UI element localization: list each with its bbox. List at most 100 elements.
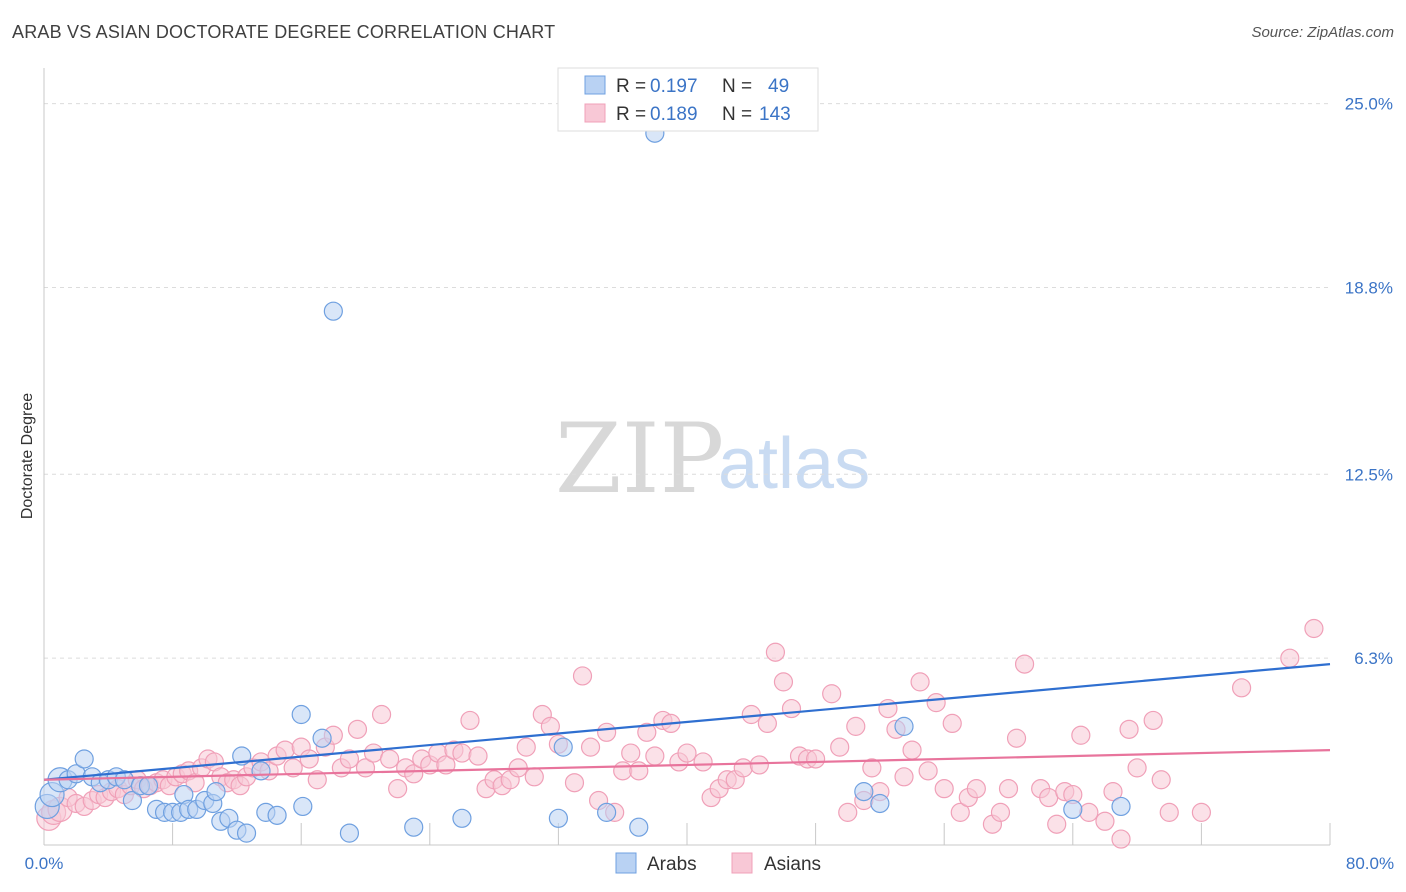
asians-point-85 [693,752,713,772]
asians-point-76 [613,761,633,781]
watermark-zip: ZIP [555,403,724,515]
asians-point-136 [1143,710,1163,731]
x-tick-label-max: 80.0% [1346,854,1394,873]
legend-asians-label: Asians [764,854,821,875]
asians-point-122 [1006,728,1027,748]
asians-point-118 [966,779,986,799]
arabs-point-5 [74,749,94,769]
x-tick-marks [172,823,1331,845]
asians-point-115 [942,713,962,734]
asians-point-120 [990,802,1011,822]
arabs-point-28 [236,823,257,843]
arabs-point-42 [629,817,649,837]
asians-point-114 [934,779,954,799]
arabs-point-37 [404,817,424,837]
arabs-trend-line [43,662,1331,781]
asians-point-133 [1111,829,1131,849]
asians-r-value: 0.189 [650,104,698,125]
arabs-point-48 [1111,796,1131,817]
asians-point-84 [677,743,697,763]
asians-point-44 [347,719,368,739]
grid-lines [44,103,1330,659]
asians-point-58 [460,710,480,731]
asians-point-74 [597,722,617,742]
watermark-atlas: atlas [718,424,870,504]
asians-point-90 [733,758,753,778]
asians-point-79 [637,722,657,742]
trend-lines [43,662,1331,781]
arabs-point-41 [597,802,617,822]
asians-point-78 [629,761,649,781]
asians-point-49 [388,779,408,799]
asians-point-46 [363,743,384,763]
asians-point-135 [1127,758,1147,778]
arabs-point-36 [339,823,360,843]
asians-point-96 [781,698,802,719]
asians-point-126 [1047,814,1067,834]
y-tick-labels: 6.3% 12.5% 18.8% 25.0% [1345,95,1393,669]
arabs-n-value: 49 [768,76,789,97]
asians-point-95 [773,672,794,692]
arabs-point-44 [870,793,890,814]
arabs-point-31 [267,805,287,825]
asians-point-139 [1191,802,1212,822]
asians-point-72 [580,737,601,757]
arabs-point-40 [553,737,573,757]
x-tick-label-min: 0.0% [25,854,64,873]
asians-point-71 [572,666,593,686]
asians-point-113 [926,693,946,713]
asians-point-142 [1304,618,1324,639]
arabs-point-23 [206,782,226,802]
asians-point-105 [862,758,882,778]
legend-arabs-swatch [615,852,637,874]
asians-point-43 [339,749,360,769]
arabs-point-46 [1063,799,1083,820]
asians-trend-line [43,748,1331,781]
source-credit: Source: ZipAtlas.com [1251,24,1394,41]
arabs-point-35 [323,301,343,321]
arabs-point-45 [894,716,914,736]
asians-point-116 [950,802,970,822]
asians-point-57 [452,743,472,763]
asians-point-110 [902,740,922,760]
asians-point-121 [998,779,1019,799]
y-tick-label-3: 25.0% [1345,95,1393,114]
asians-point-112 [918,761,938,781]
asians-point-77 [621,743,641,763]
arabs-point-34 [312,728,332,748]
arabs-n-label: N = [722,76,752,97]
stats-legend: R = 0.197 N = 49 R = 0.189 N = 143 [557,67,819,132]
arabs-point-43 [854,782,874,802]
asians-point-129 [1071,725,1091,745]
y-tick-label-0: 6.3% [1354,649,1393,668]
asians-point-132 [1103,782,1123,802]
y-tick-label-1: 12.5% [1345,465,1393,484]
arabs-r-value: 0.197 [650,76,698,97]
asians-point-59 [468,746,488,766]
data-points [34,123,1324,849]
asians-point-47 [371,704,392,725]
arabs-point-32 [291,704,311,725]
asians-point-80 [645,746,665,766]
legend-arabs-label: Arabs [647,854,697,875]
asians-r-label: R = [616,104,646,125]
asians-point-68 [540,716,560,736]
arabs-point-39 [548,808,569,828]
asians-point-138 [1159,802,1179,822]
chart-title: ARAB VS ASIAN DOCTORATE DEGREE CORRELATI… [12,22,556,42]
asians-point-93 [757,713,777,734]
asians-point-102 [838,802,858,822]
asians-point-100 [822,684,842,704]
asians-point-123 [1014,654,1035,674]
series-legend: Arabs Asians [615,852,821,875]
legend-asians-swatch [731,852,753,874]
arabs-point-33 [293,796,313,817]
asians-legend-swatch [584,103,606,123]
asians-point-111 [910,672,930,692]
asians-point-140 [1231,678,1252,698]
y-tick-label-2: 18.8% [1345,278,1393,297]
asians-point-70 [564,773,585,793]
asians-point-51 [404,764,424,784]
asians-point-125 [1039,787,1059,808]
asians-point-36 [283,758,303,778]
